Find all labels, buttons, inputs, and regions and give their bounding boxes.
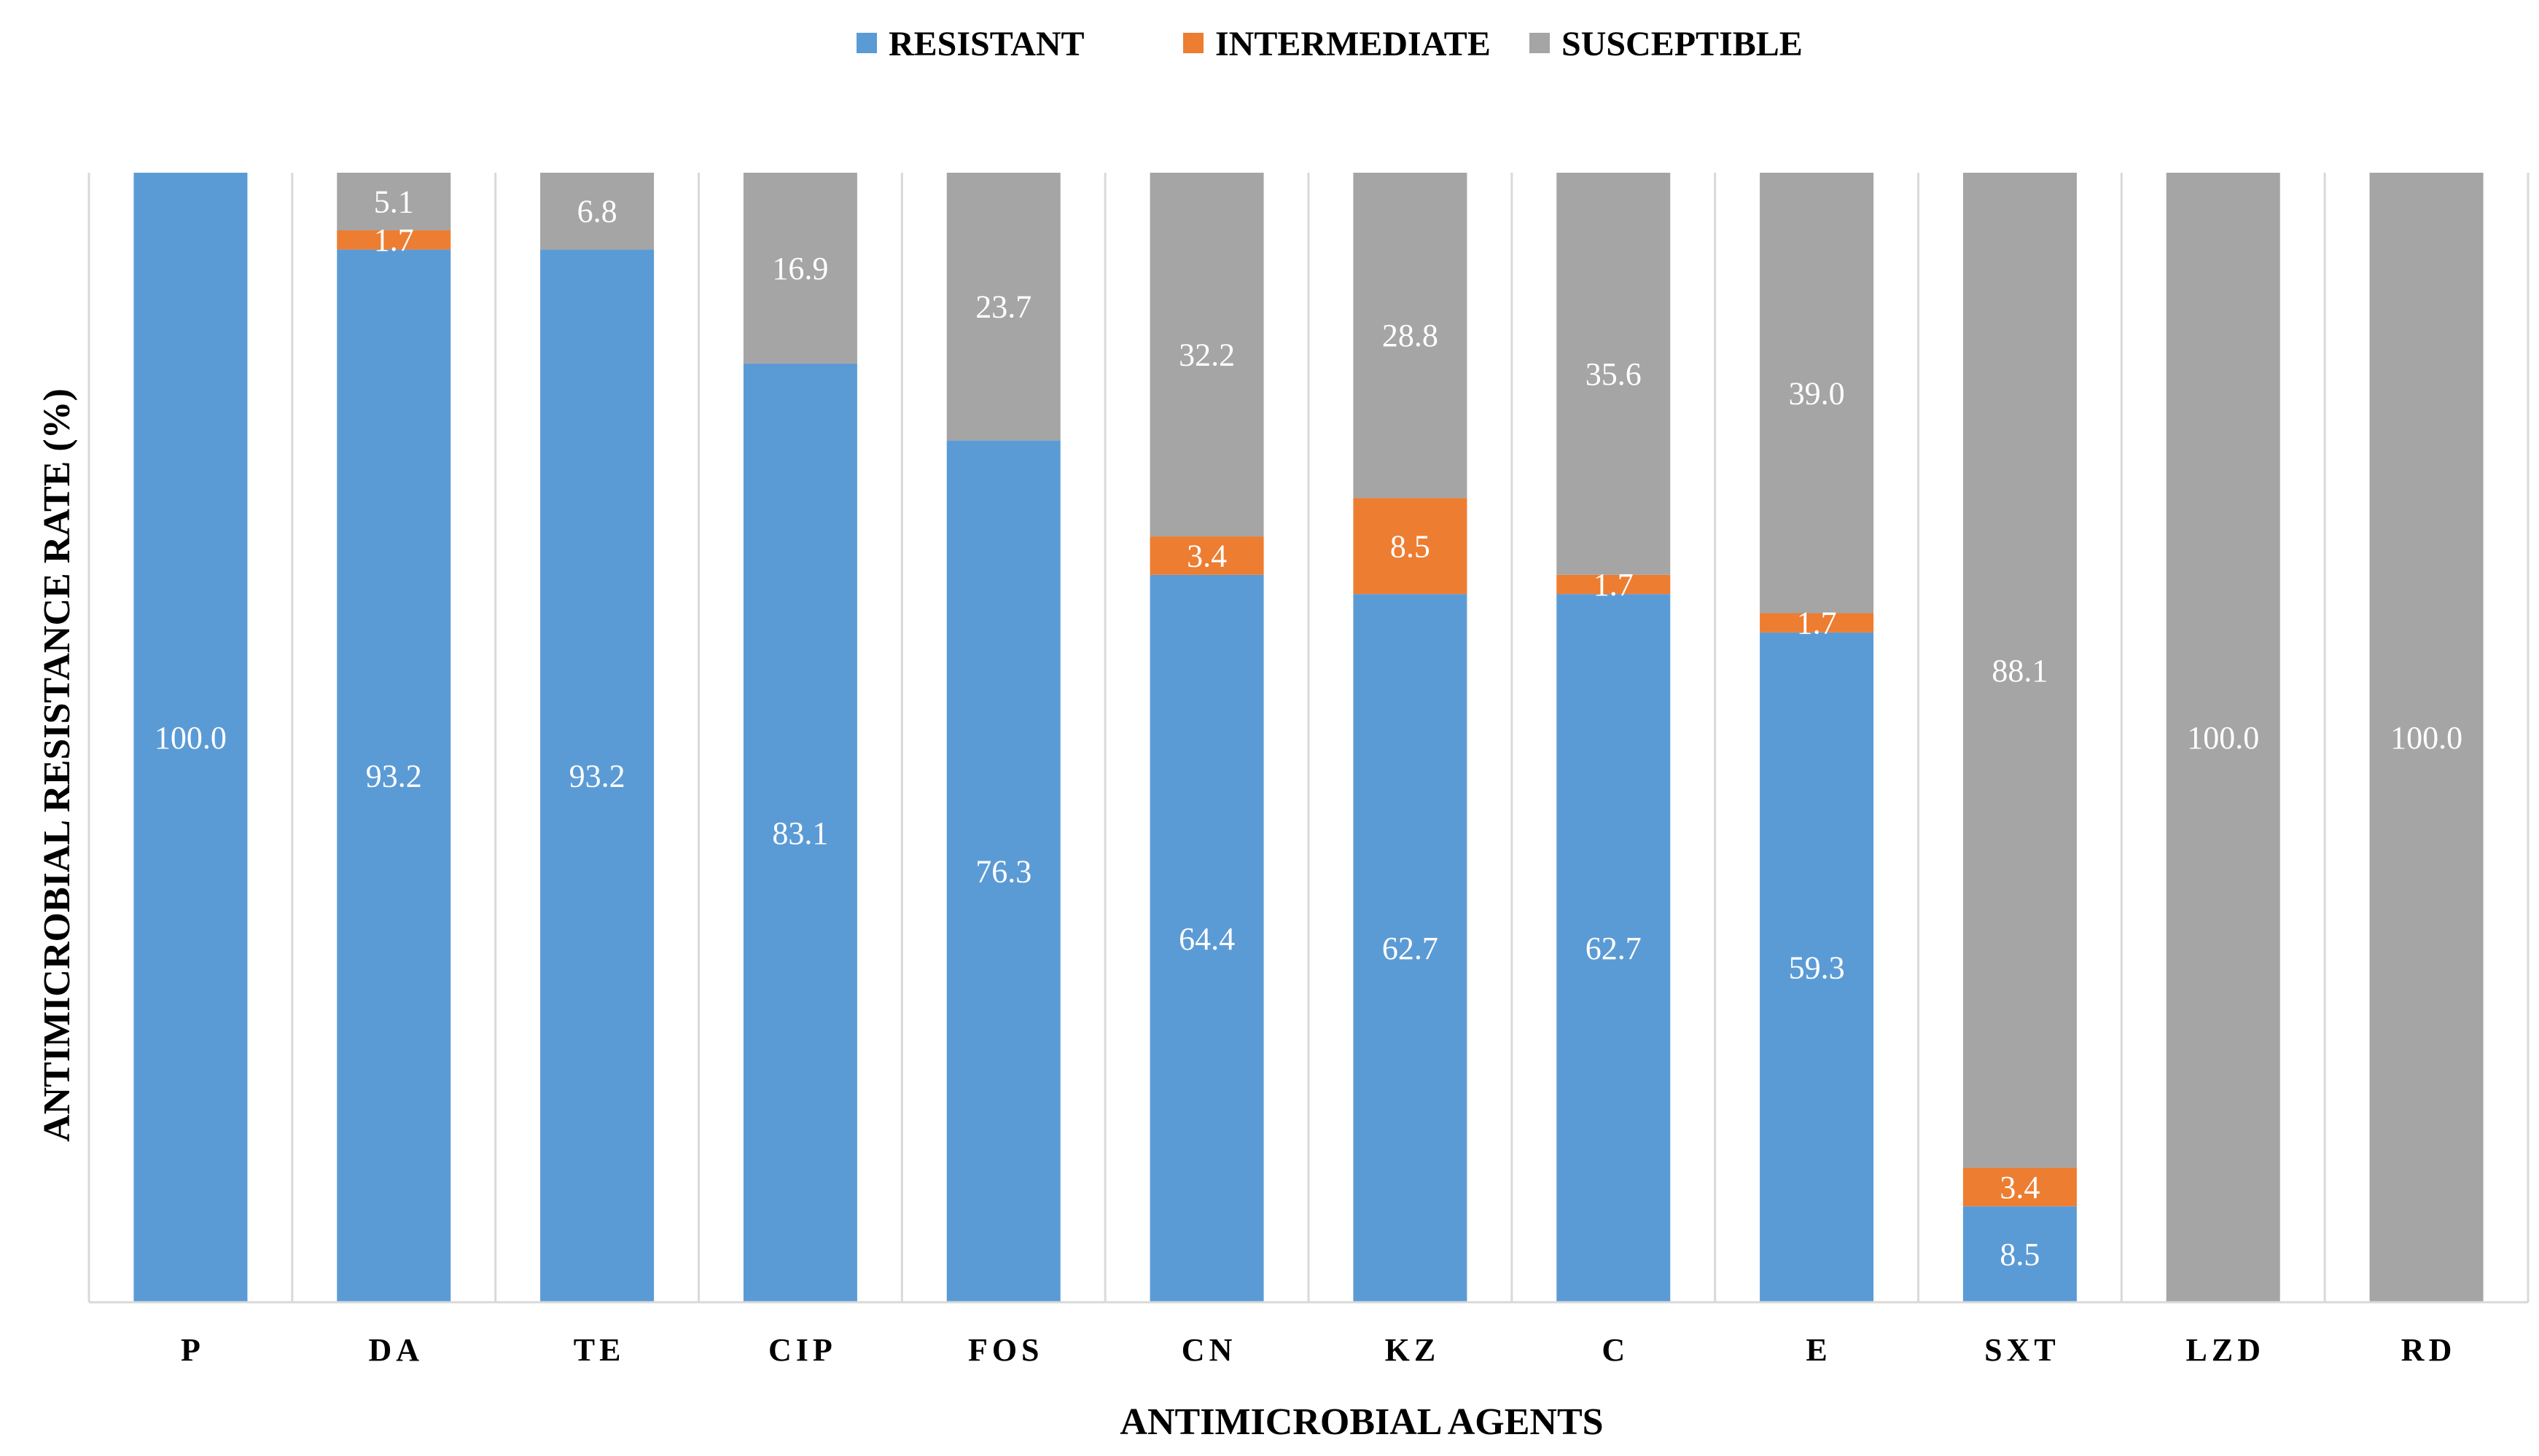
x-tick-label: P — [181, 1332, 205, 1368]
x-tick-label: KZ — [1385, 1332, 1440, 1368]
data-label-resistant-te: 93.2 — [569, 759, 625, 794]
legend-label-resistant: RESISTANT — [889, 25, 1085, 63]
bars — [133, 173, 2484, 1303]
bar-segment-susceptible-cn — [1150, 173, 1264, 537]
data-label-resistant-cn: 64.4 — [1179, 921, 1235, 957]
legend-swatch-resistant — [857, 33, 877, 53]
data-label-susceptible-e: 39.0 — [1789, 375, 1845, 411]
data-label-intermediate-sxt: 3.4 — [2000, 1170, 2040, 1205]
data-label-intermediate-cn: 3.4 — [1187, 538, 1227, 574]
data-label-resistant-da: 93.2 — [366, 759, 422, 794]
bar-segment-susceptible-lzd — [2166, 173, 2280, 1302]
data-label-resistant-kz: 62.7 — [1382, 931, 1438, 966]
x-tick-label: TE — [574, 1332, 625, 1368]
data-label-susceptible-rd: 100.0 — [2390, 720, 2462, 756]
bar-segment-intermediate-sxt — [1962, 1167, 2077, 1207]
bar-segment-intermediate-kz — [1353, 498, 1467, 595]
x-tick-label: CIP — [768, 1332, 837, 1368]
data-label-resistant-fos: 76.3 — [975, 854, 1031, 890]
data-label-intermediate-e: 1.7 — [1797, 606, 1837, 641]
data-label-susceptible-kz: 28.8 — [1382, 318, 1438, 353]
data-label-resistant-e: 59.3 — [1789, 950, 1845, 985]
data-label-susceptible-c: 35.6 — [1586, 356, 1642, 392]
bar-segment-resistant-e — [1760, 632, 1874, 1302]
gridlines — [87, 173, 2530, 1302]
bar-segment-resistant-te — [540, 249, 655, 1302]
legend-swatch-susceptible — [1529, 33, 1550, 53]
data-label-resistant-sxt: 8.5 — [2000, 1237, 2040, 1272]
bar-segment-susceptible-te — [540, 173, 655, 250]
data-label-intermediate-da: 1.7 — [374, 222, 414, 258]
bar-segment-resistant-cn — [1150, 574, 1264, 1302]
data-label-susceptible-sxt: 88.1 — [1992, 653, 2048, 689]
bar-segment-resistant-cip — [743, 363, 857, 1303]
x-tick-label: C — [1602, 1332, 1629, 1368]
bar-segment-resistant-sxt — [1962, 1206, 2077, 1302]
bar-segment-resistant-da — [337, 249, 451, 1302]
legend-label-susceptible: SUSCEPTIBLE — [1561, 25, 1803, 63]
x-tick-label: SXT — [1984, 1332, 2060, 1368]
bar-segment-intermediate-cn — [1150, 536, 1264, 575]
data-label-susceptible-cn: 32.2 — [1179, 337, 1235, 373]
data-label-susceptible-lzd: 100.0 — [2187, 720, 2259, 756]
x-tick-labels: P DA TE CIP FOS CN KZ C E SXT LZD RD — [181, 1332, 2457, 1368]
legend-swatch-intermediate — [1183, 33, 1204, 53]
bar-segment-resistant-fos — [946, 440, 1061, 1302]
bar-segment-resistant-c — [1556, 594, 1671, 1302]
bar-segment-intermediate-da — [337, 230, 451, 250]
bar-segment-resistant-p — [133, 173, 248, 1302]
bar-segment-resistant-kz — [1353, 594, 1467, 1302]
bar-segment-susceptible-da — [337, 173, 451, 231]
bar-segment-susceptible-e — [1760, 173, 1874, 614]
legend-label-intermediate: INTERMEDIATE — [1215, 25, 1491, 63]
data-label-resistant-cip: 83.1 — [772, 815, 828, 851]
bar-segment-susceptible-fos — [946, 173, 1061, 441]
data-label-intermediate-c: 1.7 — [1594, 567, 1634, 603]
data-label-susceptible-fos: 23.7 — [975, 289, 1031, 325]
x-tick-label: CN — [1182, 1332, 1237, 1368]
bar-segment-susceptible-cip — [743, 173, 857, 364]
bar-segment-susceptible-c — [1556, 173, 1671, 575]
legend: RESISTANT INTERMEDIATE SUSCEPTIBLE — [857, 25, 1803, 63]
bar-segment-intermediate-e — [1760, 613, 1874, 633]
data-label-susceptible-te: 6.8 — [577, 194, 617, 230]
bar-segment-intermediate-c — [1556, 574, 1671, 595]
data-label-susceptible-da: 5.1 — [374, 184, 414, 220]
x-tick-label: FOS — [968, 1332, 1044, 1368]
y-axis-title: ANTIMICROBIAL RESISTANCE RATE (%) — [36, 388, 78, 1142]
data-label-susceptible-cip: 16.9 — [772, 251, 828, 286]
bar-segment-susceptible-kz — [1353, 173, 1467, 498]
bar-segment-susceptible-sxt — [1962, 173, 2077, 1168]
x-axis-title: ANTIMICROBIAL AGENTS — [1120, 1401, 1603, 1443]
x-tick-label: E — [1806, 1332, 1831, 1368]
data-labels: 100.093.21.75.193.26.883.116.976.323.764… — [155, 184, 2462, 1273]
bar-segment-susceptible-rd — [2369, 173, 2484, 1302]
x-tick-label: DA — [368, 1332, 424, 1368]
data-label-intermediate-kz: 8.5 — [1390, 528, 1430, 564]
data-label-resistant-c: 62.7 — [1586, 931, 1642, 966]
x-tick-label: RD — [2401, 1332, 2457, 1368]
data-label-resistant-p: 100.0 — [155, 720, 227, 756]
x-tick-label: LZD — [2186, 1332, 2265, 1368]
